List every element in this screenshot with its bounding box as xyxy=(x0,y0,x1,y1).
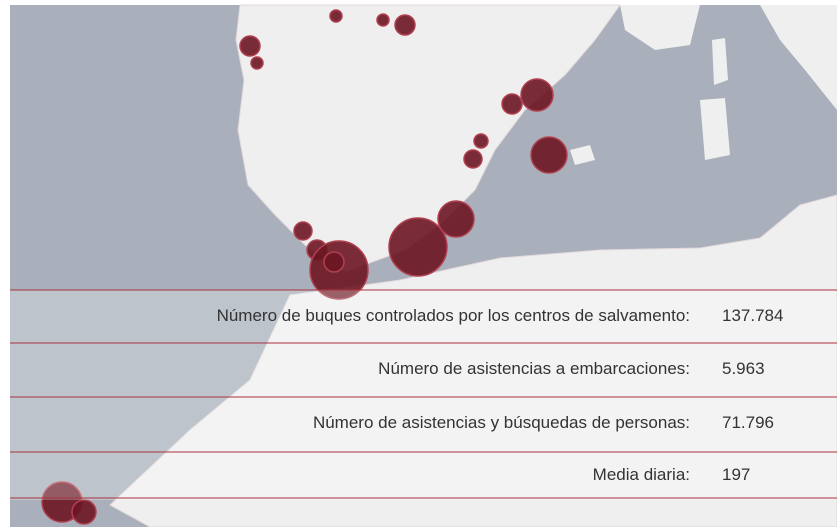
stat-row: Media diaria: 197 xyxy=(0,449,837,501)
bubbles xyxy=(41,9,568,525)
sardinia xyxy=(700,98,730,160)
italy xyxy=(760,5,837,110)
stat-value: 71.796 xyxy=(722,413,774,432)
stat-value: 197 xyxy=(722,465,751,484)
bubble xyxy=(394,14,416,36)
bubble xyxy=(293,221,313,241)
bubble xyxy=(473,133,489,149)
bubble xyxy=(437,200,475,238)
stat-row: Número de buques controlados por los cen… xyxy=(0,290,837,342)
france xyxy=(620,5,700,50)
bubble xyxy=(530,136,568,174)
stat-row: Número de asistencias a embarcaciones: 5.… xyxy=(0,343,837,395)
bubble xyxy=(239,35,261,57)
stat-label: Media diaria: xyxy=(592,465,690,484)
row-lines xyxy=(10,289,837,499)
balearic xyxy=(570,145,595,165)
bubble xyxy=(376,13,390,27)
bubble xyxy=(71,499,97,525)
stat-label: Número de asistencias a embarcaciones: xyxy=(378,359,690,378)
stat-label: Número de buques controlados por los cen… xyxy=(216,306,690,325)
bubble xyxy=(323,251,345,273)
stat-row: Número de asistencias y búsquedas de per… xyxy=(0,397,837,449)
bubble xyxy=(388,217,448,277)
corsica xyxy=(712,38,728,85)
bubble xyxy=(520,78,554,112)
stat-value: 5.963 xyxy=(722,359,765,378)
bubble xyxy=(463,149,483,169)
table-backdrop xyxy=(10,290,837,500)
stat-label: Número de asistencias y búsquedas de per… xyxy=(312,413,690,432)
bubble xyxy=(501,93,523,115)
africa xyxy=(109,194,837,527)
bubble xyxy=(250,56,264,70)
bubble xyxy=(329,9,343,23)
stat-value: 137.784 xyxy=(722,306,784,325)
